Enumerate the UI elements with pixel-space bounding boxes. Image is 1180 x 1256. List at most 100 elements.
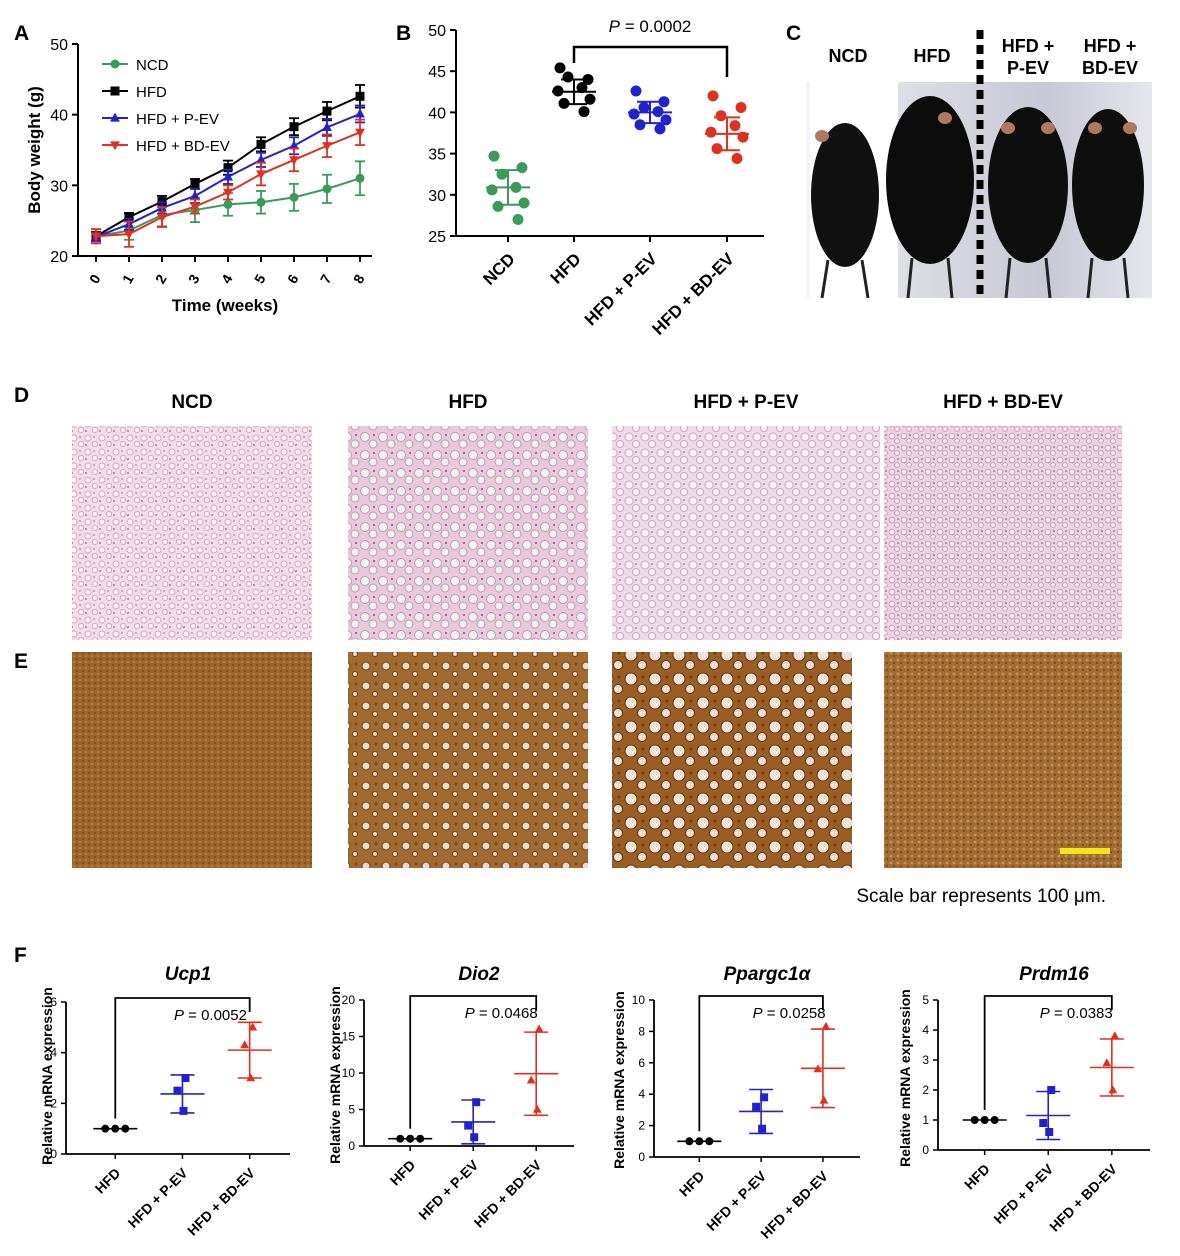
b-y-tick-label: 50: [428, 23, 446, 40]
f-ppargc1-data-point: [819, 1095, 829, 1104]
f-dio2-significance-bracket: [409, 995, 538, 1129]
d-title-hfd-pev: HFD + P-EV: [693, 392, 798, 413]
f-ppargc1-data-point: [813, 1064, 823, 1073]
a-series-3: HFD + BD-EV: [91, 118, 365, 248]
f-prdm16-group-2: HFD + BD-EV: [1046, 1031, 1134, 1235]
a-y-tick-label: 30: [50, 178, 68, 195]
f-ppargc1-data-point: [705, 1137, 714, 1146]
f-ucp1-group-2: HFD + BD-EV: [184, 1021, 272, 1239]
f-ppargc1-y-tick-label: 2: [638, 1119, 645, 1133]
ihc-image-hfd: [348, 652, 588, 868]
b-data-point: [578, 106, 590, 118]
f-dio2-data-point: [416, 1134, 425, 1143]
b-group-1: HFD: [547, 62, 596, 288]
a-data-point: [289, 192, 299, 202]
f-ppargc1-y-tick-label: 8: [638, 1024, 645, 1038]
b-data-point: [486, 184, 498, 196]
panel-label-f: F: [14, 944, 27, 967]
b-data-point: [658, 96, 670, 108]
a-data-point: [223, 199, 233, 209]
a-legend-marker: [110, 112, 120, 122]
he-image-ncd: [72, 426, 312, 640]
b-x-tick-label: HFD: [547, 249, 585, 287]
f-dio2-data-point: [464, 1121, 473, 1130]
f-prdm16-title: Prdm16: [1019, 964, 1089, 985]
b-data-point: [711, 143, 723, 155]
a-y-tick-label: 50: [50, 37, 68, 54]
b-data-point: [516, 162, 528, 174]
f-dio2-x-tick-label: HFD + P-EV: [415, 1156, 482, 1223]
d-title-hfd-bdev: HFD + BD-EV: [943, 392, 1063, 413]
f-prdm16-y-tick-label: 5: [922, 993, 929, 1007]
f-ucp1-x-tick-label: HFD: [92, 1165, 124, 1197]
a-data-point: [256, 139, 266, 149]
a-data-point: [355, 91, 365, 101]
ihc-image-hfd-bdev: [884, 652, 1122, 868]
b-x-tick-label: NCD: [479, 249, 518, 288]
b-data-point: [582, 73, 594, 85]
f-ucp1-data-point: [181, 1074, 190, 1082]
f-ucp1-significance-bracket: [114, 997, 251, 1119]
b-data-point: [562, 71, 574, 83]
f-ppargc1-group-2: HFD + BD-EV: [757, 1021, 845, 1242]
f-prdm16-y-tick-label: 1: [922, 1113, 929, 1127]
f-prdm16-data-point: [1045, 1128, 1054, 1136]
f-prdm16-data-point: [970, 1116, 979, 1124]
a-legend-marker: [110, 141, 120, 151]
a-series-1: HFD: [91, 84, 365, 242]
f-prdm16-data-point: [1110, 1031, 1120, 1040]
b-group-2: HFD + P-EV: [581, 85, 672, 329]
f-dio2-data-point: [396, 1134, 405, 1143]
a-x-tick-label: 8: [350, 271, 368, 286]
f-dio2-group-1: HFD + P-EV: [415, 1098, 496, 1223]
f-ucp1-data-point: [173, 1086, 182, 1095]
panel-label-b: B: [396, 22, 411, 45]
f-ppargc1-group-1: HFD + P-EV: [703, 1088, 784, 1234]
f-prdm16-y-axis-label: Relative mRNA expression: [897, 989, 913, 1167]
b-data-point: [735, 101, 747, 113]
f-ucp1-y-axis-label: Relative mRNA expression: [39, 987, 55, 1165]
f-dio2-y-tick-label: 0: [348, 1139, 355, 1153]
a-x-axis-label: Time (weeks): [172, 296, 278, 315]
photo-label-hfd-pev: HFD + P-EV: [1002, 36, 1055, 78]
f-prdm16-data-point: [990, 1116, 999, 1124]
b-data-point: [492, 200, 504, 212]
a-data-point: [256, 197, 266, 207]
b-data-point: [660, 114, 672, 126]
f-ucp1-data-point: [101, 1124, 110, 1133]
b-data-point: [634, 119, 646, 131]
f-prdm16-p-value: P = 0.0383: [1040, 1005, 1113, 1022]
b-data-point: [518, 197, 530, 209]
b-data-point: [654, 123, 666, 135]
f-ucp1-y-tick-label: 0: [50, 1147, 57, 1161]
a-data-point: [223, 188, 233, 198]
f-dio2-y-axis-label: Relative mRNA expression: [327, 986, 343, 1164]
chart-a-body-weight: 20 30 40 50 0 1 2 3 4 5 6 7 8 Time (weeks) Body weight…: [25, 37, 372, 315]
mouse-hfd-pev: [988, 107, 1068, 299]
f-ppargc1-y-tick-label: 6: [638, 1056, 645, 1070]
a-data-point: [223, 171, 233, 181]
f-ppargc1-data-point: [760, 1093, 769, 1102]
f-ucp1-p-value: P = 0.0052: [174, 1007, 247, 1024]
f-ucp1-data-point: [248, 1022, 258, 1031]
a-data-point: [256, 170, 266, 180]
he-image-hfd-bdev: [884, 426, 1122, 640]
a-x-tick-label: 3: [185, 271, 203, 286]
f-prdm16-y-tick-label: 3: [922, 1053, 929, 1067]
f-dio2-data-point: [532, 1104, 542, 1113]
f-ppargc1-y-axis-label: Relative mRNA expression: [611, 991, 627, 1169]
f-ucp1-title: Ucp1: [165, 964, 211, 985]
f-ucp1-data-point: [111, 1124, 120, 1133]
b-data-point: [512, 214, 524, 226]
f-prdm16-x-tick-label: HFD + BD-EV: [1046, 1160, 1120, 1234]
a-data-point: [355, 173, 365, 183]
panel-label-d: D: [14, 384, 29, 407]
a-legend-label: HFD + P-EV: [136, 111, 219, 128]
b-data-point: [496, 168, 508, 180]
b-significance-bracket: [572, 45, 729, 77]
b-p-value: P = 0.0002: [609, 17, 692, 36]
f-prdm16-x-tick-label: HFD: [961, 1161, 993, 1193]
